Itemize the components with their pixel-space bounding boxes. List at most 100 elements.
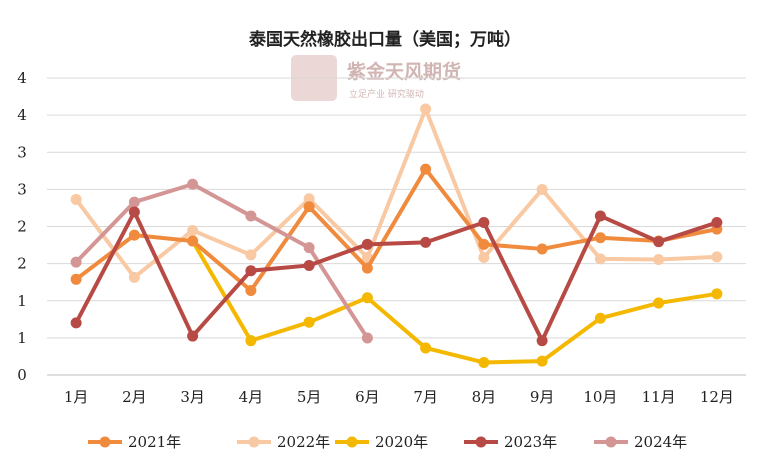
data-point <box>711 251 723 263</box>
data-point <box>245 265 257 277</box>
chart-title: 泰国天然橡胶出口量（美国；万吨） <box>249 29 521 50</box>
y-tick-label: 2 <box>17 218 27 236</box>
data-point <box>420 163 432 175</box>
data-point <box>361 292 373 304</box>
x-tick-label: 5月 <box>297 388 322 406</box>
legend-item: 2022年 <box>237 433 330 451</box>
x-tick-label: 1月 <box>64 388 89 406</box>
series-group <box>70 103 723 368</box>
data-point <box>128 271 140 283</box>
series-line <box>74 107 719 280</box>
data-point <box>594 312 606 324</box>
data-point <box>711 288 723 300</box>
series-line <box>190 239 719 365</box>
data-point <box>653 297 665 309</box>
data-point <box>303 242 315 254</box>
data-point <box>303 259 315 271</box>
data-point <box>303 201 315 213</box>
y-tick-label: 2 <box>17 255 27 273</box>
legend-swatch-marker <box>248 436 260 448</box>
data-point <box>128 196 140 208</box>
y-tick-label: 0 <box>17 366 27 384</box>
legend-swatch-marker <box>475 436 487 448</box>
data-point <box>594 253 606 265</box>
watermark-tagline: 立足产业 研究驱动 <box>349 88 424 100</box>
data-point <box>187 224 199 236</box>
data-point <box>420 103 432 115</box>
legend-label: 2020年 <box>375 433 428 451</box>
data-point <box>653 254 665 265</box>
series-line <box>74 209 719 343</box>
data-point <box>536 355 548 367</box>
y-tick-label: 3 <box>17 143 27 161</box>
x-tick-label: 3月 <box>180 388 205 406</box>
watermark-brand: 紫金天风期货 <box>347 60 461 83</box>
data-point <box>245 249 257 261</box>
series-2023年 <box>70 206 723 347</box>
series-line <box>74 167 719 293</box>
data-point <box>245 285 257 297</box>
data-point <box>478 252 490 264</box>
data-point <box>70 273 82 285</box>
x-tick-label: 11月 <box>642 388 676 406</box>
data-point <box>187 178 199 190</box>
data-point <box>420 342 432 354</box>
x-tick-label: 6月 <box>355 388 380 406</box>
series-2024年 <box>70 178 373 344</box>
y-axis: 0 1 1 2 2 3 3 4 4 <box>17 69 27 384</box>
x-tick-label: 2月 <box>122 388 147 406</box>
x-tick-label: 4月 <box>239 388 264 406</box>
y-tick-label: 1 <box>17 329 27 347</box>
y-tick-label: 4 <box>17 106 27 124</box>
series-2020年 <box>187 235 723 368</box>
data-point <box>128 229 140 241</box>
y-tick-label: 3 <box>17 180 27 198</box>
data-point <box>711 217 723 229</box>
legend-item: 2021年 <box>88 433 181 451</box>
data-point <box>361 238 373 250</box>
data-point <box>70 193 82 205</box>
legend-swatch-marker <box>346 436 358 448</box>
data-point <box>594 232 606 244</box>
data-point <box>187 235 199 247</box>
legend: 2021年 2022年 2020年 2023年 2024年 <box>88 433 687 451</box>
x-axis: 1月 2月 3月 4月 5月 6月 7月 8月 9月 10月 11月 12月 <box>64 388 734 406</box>
legend-label: 2024年 <box>634 433 687 451</box>
watermark: 紫金天风期货 立足产业 研究驱动 <box>291 55 461 101</box>
legend-swatch-marker <box>605 436 617 448</box>
y-tick-label: 1 <box>17 292 27 310</box>
x-tick-label: 10月 <box>583 388 617 406</box>
data-point <box>303 316 315 328</box>
legend-item: 2020年 <box>335 433 428 451</box>
legend-item: 2024年 <box>594 433 687 451</box>
legend-label: 2023年 <box>504 433 557 451</box>
data-point <box>536 243 548 255</box>
data-point <box>653 236 665 248</box>
data-point <box>420 236 432 248</box>
x-tick-label: 7月 <box>413 388 438 406</box>
legend-item: 2023年 <box>464 433 557 451</box>
legend-label: 2021年 <box>128 433 181 451</box>
data-point <box>478 238 490 250</box>
data-point <box>245 335 257 347</box>
data-point <box>536 335 548 347</box>
x-tick-label: 8月 <box>472 388 497 406</box>
data-point <box>245 210 257 222</box>
data-point <box>361 262 373 274</box>
data-point <box>594 210 606 222</box>
data-point <box>128 206 140 218</box>
data-point <box>478 217 490 229</box>
x-tick-label: 9月 <box>530 388 555 406</box>
grid <box>47 77 746 376</box>
data-point <box>187 330 199 342</box>
data-point <box>70 256 82 268</box>
data-point <box>536 184 548 196</box>
data-point <box>361 332 373 344</box>
x-tick-label: 12月 <box>700 388 734 406</box>
legend-swatch-marker <box>99 436 111 448</box>
data-point <box>303 193 315 205</box>
data-point <box>70 317 82 329</box>
legend-label: 2022年 <box>277 433 330 451</box>
data-point <box>478 356 490 368</box>
